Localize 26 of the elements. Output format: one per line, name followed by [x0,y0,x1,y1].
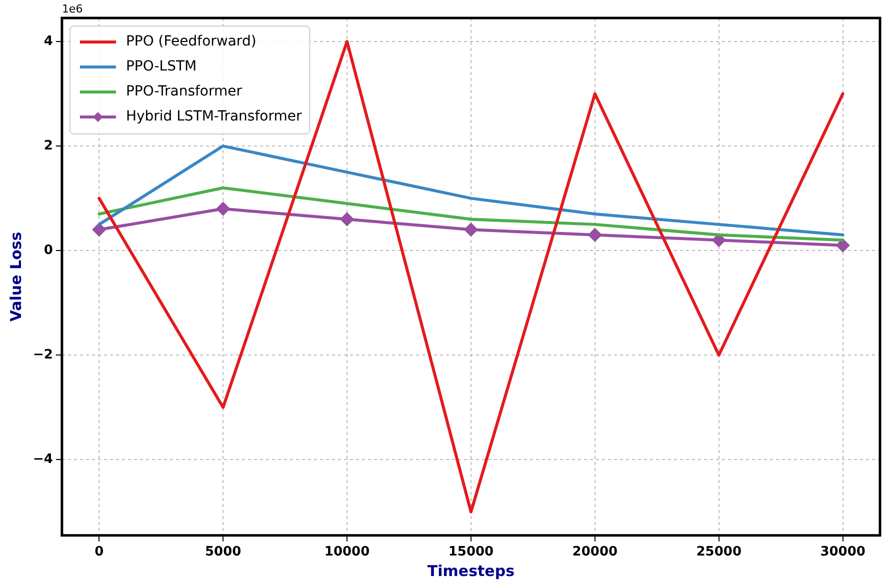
legend-label: Hybrid LSTM-Transformer [126,108,302,125]
point [464,223,478,236]
text: 1e6 [62,2,83,16]
y-tick-label: −2 [32,347,53,362]
x-tick-label: 30000 [820,544,866,560]
x-axis-title: Timesteps [427,562,515,580]
point [216,202,230,216]
point [92,223,106,236]
y-tick-label: 0 [44,242,53,258]
x-tick-label: 0 [94,544,104,560]
legend-label: PPO-Transformer [126,84,242,100]
legend-label: PPO (Feedforward) [126,34,256,50]
y-tick-label: −4 [32,452,53,467]
y-axis-title: Value Loss [6,232,25,322]
point [836,238,850,252]
x-tick-label: 20000 [572,544,618,560]
legend-label: PPO-LSTM [126,58,197,75]
x-tick-label: 15000 [448,544,494,560]
x-tick-label: 25000 [696,544,742,560]
y-tick-label: 2 [44,138,53,154]
x-tick-label: 10000 [324,544,370,560]
point [340,212,354,226]
x-tick-label: 5000 [204,544,242,560]
point [588,228,602,242]
y-tick-label: 4 [44,34,53,49]
point [712,234,726,247]
